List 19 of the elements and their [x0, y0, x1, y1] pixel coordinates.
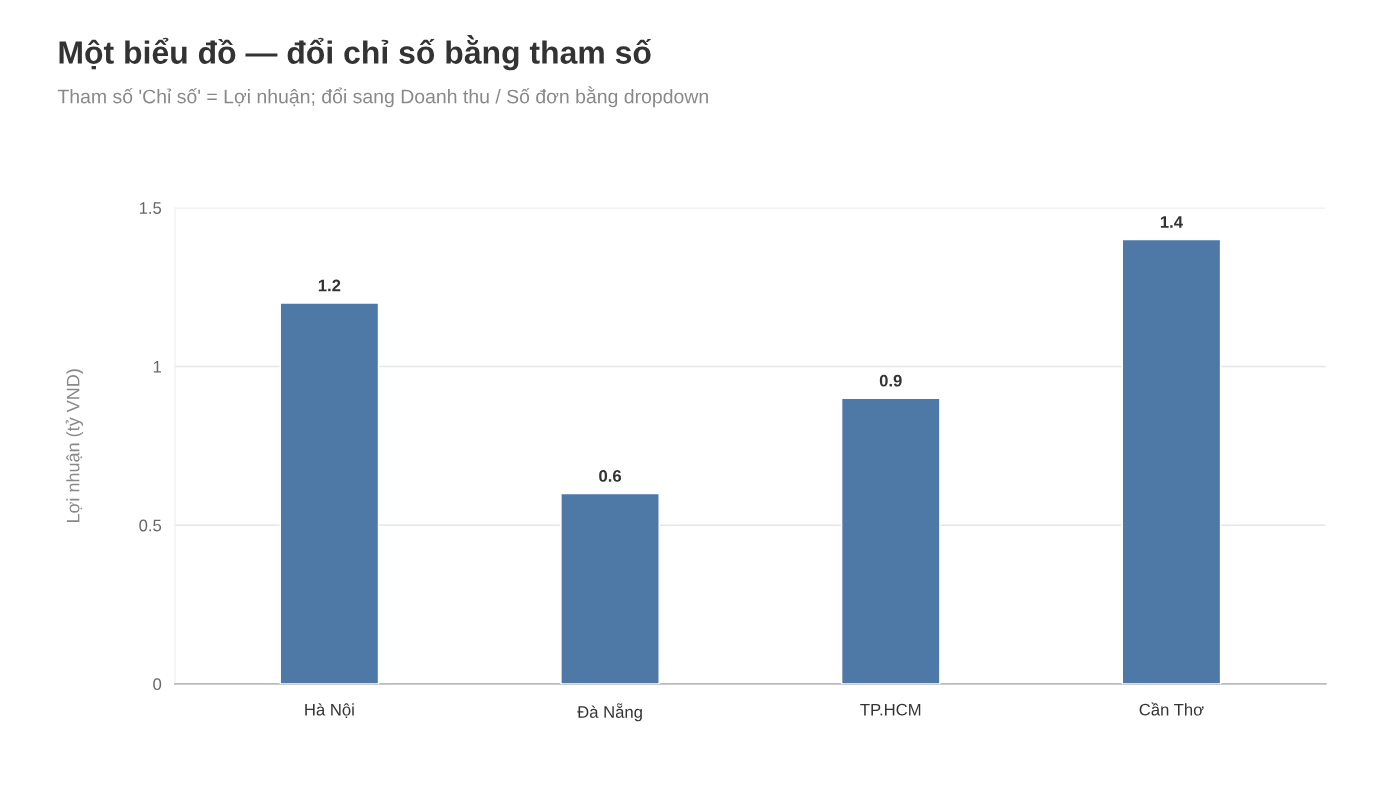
- data-label: 0.9: [879, 374, 902, 387]
- y-tick-label: 0: [153, 678, 162, 691]
- y-tick-label: 1.5: [139, 202, 162, 214]
- bar: [560, 492, 660, 684]
- bar: [279, 302, 380, 684]
- bar: [1121, 238, 1222, 684]
- data-label: 1.2: [318, 279, 341, 292]
- bar: [840, 397, 941, 684]
- y-tick-label: 0.5: [139, 519, 162, 532]
- data-label: 1.4: [1160, 216, 1183, 228]
- data-label: 0.6: [599, 470, 622, 482]
- y-tick-label: 1: [153, 361, 161, 373]
- x-tick-label: Hà Nội: [305, 703, 354, 718]
- chart-title: Một biểu đồ — đổi chỉ số bằng tham số: [59, 35, 652, 71]
- x-tick-label: TP.HCM: [860, 703, 921, 716]
- chart-subtitle: Tham số 'Chỉ số' = Lợi nhuận; đổi sang Doanh thu / Số đơn bằng dropdown: [57, 86, 708, 108]
- y-axis-title: Lợi nhuận (tỷ VND): [65, 369, 84, 523]
- x-tick-label: Cần Thơ: [1139, 702, 1204, 716]
- x-tick-label: Đà Nẵng: [577, 703, 642, 722]
